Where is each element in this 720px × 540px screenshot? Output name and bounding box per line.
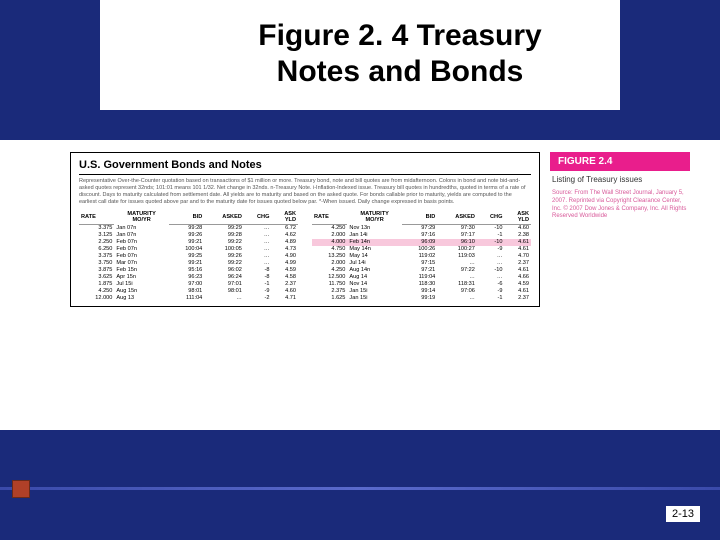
table-row: 3.625Apr 15n96:2396:24-84.58: [79, 274, 298, 281]
table-row: 4.000Feb 14n96:0996:10-104.61: [312, 239, 531, 246]
bond-table-left: RATEMATURITYMO/YRBIDASKEDCHGASKYLD3.375J…: [79, 210, 298, 302]
table-row: 3.750Mar 07n99:2199:22…4.99: [79, 260, 298, 267]
bond-tables-wrap: RATEMATURITYMO/YRBIDASKEDCHGASKYLD3.375J…: [79, 210, 531, 302]
table-row: 2.250Feb 07n99:2199:22…4.89: [79, 239, 298, 246]
figure-badge: FIGURE 2.4: [550, 152, 690, 171]
table-row: 3.375Feb 07n99:2599:26…4.90: [79, 253, 298, 260]
table-row: 12.000Aug 13111:04…-24.71: [79, 295, 298, 302]
table-row: 1.625Jan 15i99:19…-12.37: [312, 295, 531, 302]
table-row: 13.250May 14119:02119:03…4.70: [312, 253, 531, 260]
table-row: 12.500Aug 14119:04……4.66: [312, 274, 531, 281]
table-row: 2.000Jan 14i97:1697:17-12.38: [312, 232, 531, 239]
table-row: 2.375Jan 15i99:1497:06-94.61: [312, 288, 531, 295]
slide-title: Figure 2. 4 Treasury Notes and Bonds: [100, 0, 620, 100]
table-row: 4.250Aug 14n97:2197:22-104.61: [312, 267, 531, 274]
table-row: 4.250Aug 15n98:0198:01-94.60: [79, 288, 298, 295]
table-row: 2.000Jul 14i97:15……2.37: [312, 260, 531, 267]
table-row: 11.750Nov 14118:30118:31-64.59: [312, 281, 531, 288]
decorative-line: [0, 487, 720, 490]
bond-quote-panel: U.S. Government Bonds and Notes Represen…: [70, 152, 540, 307]
decorative-square: [12, 480, 30, 498]
table-row: 1.875Jul 15i97:0097:01-12.37: [79, 281, 298, 288]
table-row: 3.125Jan 07n99:2699:28…4.62: [79, 232, 298, 239]
figure-source: Source: From The Wall Street Journal, Ja…: [550, 188, 690, 223]
content-area: U.S. Government Bonds and Notes Represen…: [0, 140, 720, 430]
panel-description: Representative Over-the-Counter quotatio…: [79, 178, 531, 206]
table-row: 4.750May 14n100:26100:27-94.61: [312, 246, 531, 253]
bond-table-right: RATEMATURITYMO/YRBIDASKEDCHGASKYLD4.250N…: [312, 210, 531, 302]
page-number: 2-13: [666, 506, 700, 522]
table-row: 4.250Nov 13n97:2997:30-104.60: [312, 224, 531, 232]
figure-label-block: FIGURE 2.4 Listing of Treasury issues So…: [550, 152, 690, 223]
figure-caption: Listing of Treasury issues: [550, 171, 690, 188]
table-row: 3.375Jan 07n99:2899:29…6.72: [79, 224, 298, 232]
panel-header: U.S. Government Bonds and Notes: [79, 159, 531, 175]
table-row: 6.250Feb 07n100:04100:05…4.73: [79, 246, 298, 253]
table-row: 3.875Feb 15n95:1696:02-84.59: [79, 267, 298, 274]
